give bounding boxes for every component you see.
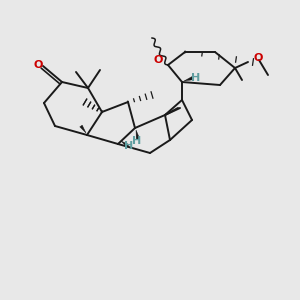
Text: O: O: [33, 60, 43, 70]
Polygon shape: [184, 76, 194, 81]
Text: H: H: [124, 141, 134, 151]
Polygon shape: [80, 125, 86, 133]
Text: O: O: [153, 55, 163, 65]
Polygon shape: [121, 141, 129, 147]
Text: O: O: [253, 53, 263, 63]
Text: H: H: [191, 73, 201, 83]
Text: H: H: [132, 136, 142, 146]
Polygon shape: [136, 130, 140, 140]
